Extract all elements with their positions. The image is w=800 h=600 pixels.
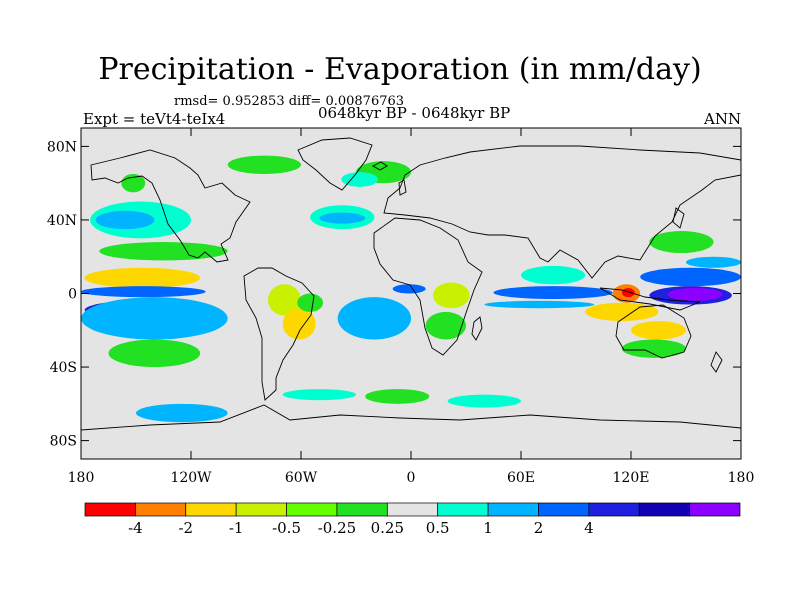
colorbar-label: -2 — [178, 519, 193, 537]
colorbar-swatch — [689, 502, 741, 517]
lon-tick-label: 120E — [613, 470, 650, 486]
anomaly-region-30 — [640, 267, 741, 287]
colorbar-label: -0.25 — [318, 519, 356, 537]
colorbar-swatch — [588, 502, 640, 517]
colorbar-swatch — [336, 502, 388, 517]
coast-new-zealand — [710, 351, 723, 373]
anomaly-region-23 — [425, 311, 467, 340]
lat-tick-label: 40N — [47, 213, 77, 229]
colorbar-label: 0.5 — [426, 519, 450, 537]
anomaly-region-35 — [621, 339, 687, 358]
anomaly-region-29 — [621, 287, 635, 298]
anomaly-region-39 — [136, 403, 228, 423]
anomaly-region-8 — [99, 242, 228, 261]
season-label: ANN — [704, 110, 742, 128]
colorbar-swatch — [437, 502, 489, 517]
anomaly-region-11 — [121, 173, 146, 193]
anomaly-region-14 — [297, 293, 323, 312]
coastlines — [81, 137, 741, 431]
anomaly-region-12 — [268, 284, 301, 316]
lon-tick-label: 180 — [68, 470, 95, 486]
anomaly-region-34 — [631, 321, 686, 340]
anomaly-region-16 — [319, 212, 366, 224]
lon-tick-label: 60E — [507, 470, 535, 486]
anomaly-region-37 — [282, 389, 357, 401]
colorbar-swatch — [386, 502, 439, 517]
colorbar-label: 0.25 — [371, 519, 404, 537]
coast-indonesia — [599, 287, 701, 311]
coast-iceland — [372, 161, 388, 171]
chart-title: Precipitation - Evaporation (in mm/day) — [98, 52, 702, 87]
colorbar-label: 2 — [534, 519, 544, 537]
lon-tick-label: 60W — [285, 470, 318, 486]
lat-tick-label: 0 — [68, 287, 77, 303]
coast-australia — [615, 304, 692, 359]
anomaly-region-13 — [282, 308, 316, 340]
anomaly-region-24 — [493, 286, 613, 300]
anomaly-region-20 — [337, 297, 412, 340]
anomaly-region-26 — [521, 265, 586, 285]
anomaly-region-41 — [227, 155, 301, 174]
lat-tick-label: 80N — [47, 139, 77, 155]
anomaly-region-18 — [341, 172, 378, 187]
anomaly-region-40 — [447, 394, 521, 408]
colorbar: -4 -2 -1 -0.5 -0.25 0.25 0.5 1 2 4 — [84, 502, 741, 537]
lon-tick-label: 120W — [170, 470, 212, 486]
coast-britain — [398, 179, 407, 196]
statistics-label: rmsd= 0.952853 diff= 0.00876763 — [174, 94, 405, 109]
colorbar-label: -0.5 — [272, 519, 301, 537]
anomaly-fields — [81, 155, 741, 423]
coast-greenland — [297, 137, 373, 191]
anomaly-region-38 — [365, 389, 430, 404]
colorbar-swatch — [135, 502, 187, 517]
colorbar-swatch — [487, 502, 539, 517]
colorbar-swatch — [84, 502, 136, 517]
anomaly-region-27 — [585, 302, 659, 322]
anomaly-region-3 — [81, 286, 206, 298]
anomaly-region-32 — [667, 287, 723, 301]
colorbar-swatch — [235, 502, 287, 517]
lat-tick-label: 80S — [50, 434, 77, 450]
map-axes: 80N 40N 0 40S 80S 180 120W 60W 0 60E 120E 180 — [47, 128, 754, 486]
colorbar-label: -4 — [128, 519, 143, 537]
coast-north-america — [90, 149, 251, 263]
lon-tick-label: 180 — [728, 470, 755, 486]
anomaly-region-21 — [392, 284, 426, 294]
period-label: 0648kyr BP - 0648kyr BP — [318, 104, 511, 122]
anomaly-region-22 — [433, 282, 470, 309]
colorbar-swatch — [638, 502, 690, 517]
anomaly-region-7 — [108, 339, 201, 368]
anomaly-region-25 — [484, 300, 595, 309]
coast-japan — [672, 207, 685, 229]
anomaly-region-2 — [84, 267, 201, 288]
coast-south-america — [243, 267, 315, 401]
lon-tick-label: 0 — [407, 470, 416, 486]
coast-madagascar — [471, 316, 483, 341]
colorbar-label: 4 — [584, 519, 594, 537]
colorbar-label: -1 — [229, 519, 244, 537]
anomaly-region-6 — [81, 297, 228, 340]
lat-tick-label: 40S — [50, 360, 77, 376]
coast-antarctica — [81, 404, 741, 431]
anomaly-region-36 — [649, 230, 714, 254]
anomaly-region-10 — [95, 210, 155, 230]
colorbar-swatch — [286, 502, 338, 517]
colorbar-swatch — [185, 502, 237, 517]
anomaly-region-33 — [686, 256, 741, 268]
coast-africa — [373, 217, 483, 356]
coast-eurasia — [383, 145, 741, 279]
colorbar-label: 1 — [483, 519, 493, 537]
colorbar-swatch — [538, 502, 590, 517]
experiment-label: Expt = teVt4-teIx4 — [83, 110, 226, 128]
